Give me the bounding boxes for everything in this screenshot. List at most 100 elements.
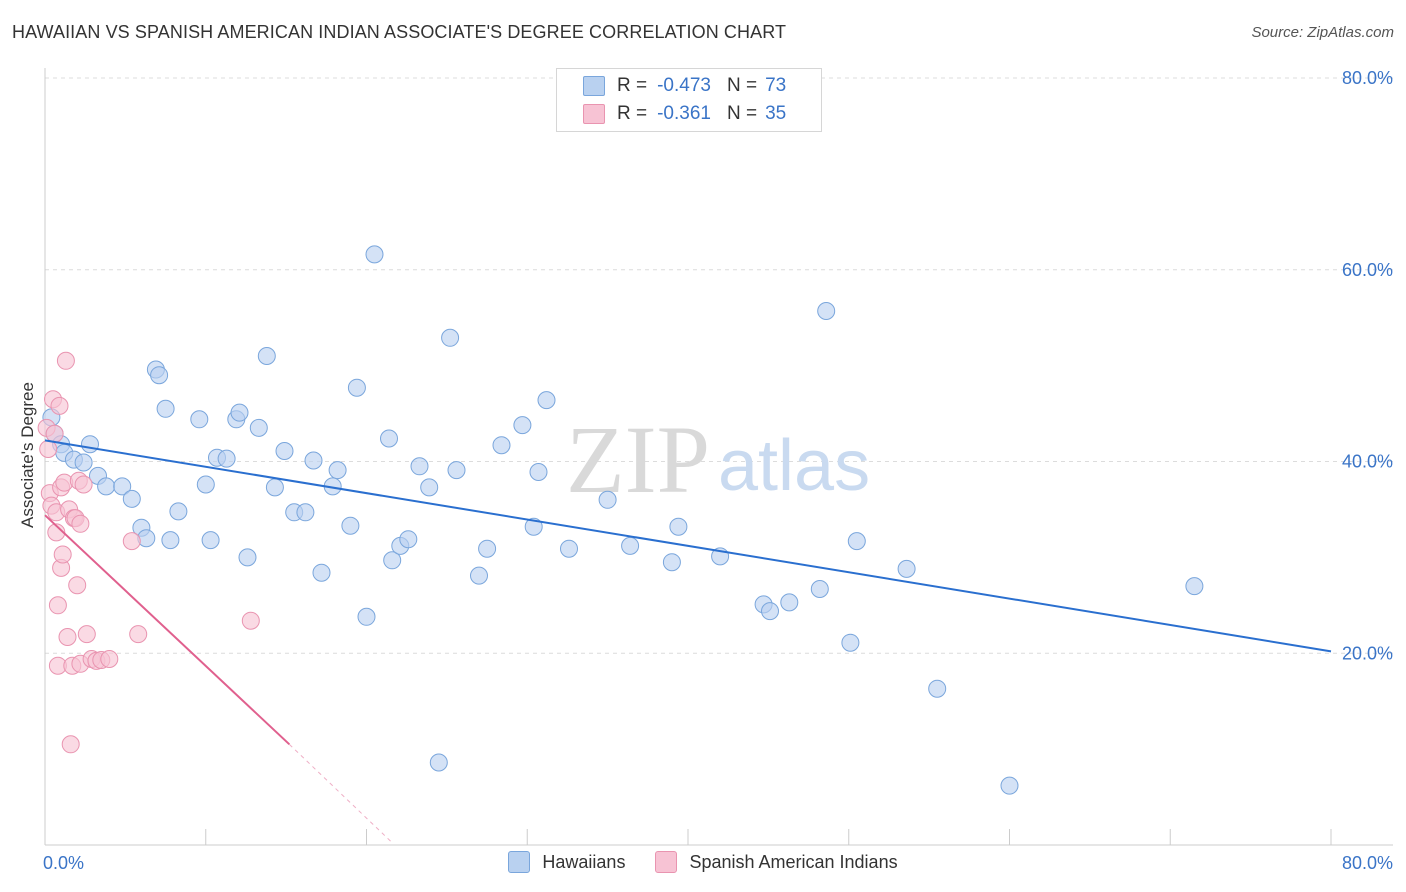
hawaiians-point: [74, 453, 93, 472]
legend-row-hawaiians: R = -0.473 N = 73: [557, 72, 786, 100]
hawaiians-point: [249, 418, 268, 437]
hawaiians-point: [380, 429, 398, 448]
y-tick-label: 60.0%: [1342, 260, 1393, 280]
hawaiians-point: [780, 593, 799, 612]
legend-r-value: -0.361: [657, 103, 711, 124]
x-tick-label: 0.0%: [43, 853, 84, 873]
hawaiians-point: [470, 566, 488, 585]
spanish-american-indians-point: [241, 611, 260, 630]
watermark-atlas: atlas: [718, 426, 870, 506]
hawaiians-point: [196, 475, 215, 494]
hawaiians-point: [113, 477, 132, 496]
spanish-american-indians-point: [50, 396, 69, 415]
hawaiians-point: [513, 416, 532, 435]
hawaiians-point: [810, 580, 829, 598]
hawaiians-point: [761, 602, 779, 621]
hawaiians-point: [169, 502, 188, 521]
hawaiians-point: [847, 532, 866, 551]
hawaiians-point: [275, 442, 294, 460]
hawaiians-point: [492, 436, 511, 455]
legend-r-label: R =: [617, 103, 648, 124]
legend-r-label: R =: [617, 75, 648, 96]
legend-n-label: N =: [726, 103, 758, 124]
spanish-american-indians-point: [74, 475, 93, 494]
spanish-american-indians-points: [37, 351, 260, 754]
hawaiians-point: [347, 378, 366, 397]
hawaiians-point: [529, 463, 548, 481]
spanish-american-indians-point: [122, 532, 141, 551]
spanish-american-indians-point: [58, 628, 77, 646]
hawaiians-point: [328, 461, 347, 480]
hawaiians-point: [478, 539, 497, 558]
spanish-american-indians-point: [56, 351, 75, 370]
legend-n-value: 73: [765, 75, 787, 96]
hawaiians-point: [190, 410, 209, 429]
hawaiians-trend-line: [44, 439, 1332, 653]
hawaiians-point: [257, 347, 276, 365]
hawaiians-point: [265, 478, 284, 497]
hawaiians-point: [441, 328, 460, 347]
spanish-american-indians-point: [39, 440, 58, 458]
hawaiians-point: [357, 607, 376, 626]
spanish-american-indians-point: [68, 576, 87, 595]
hawaiians-point: [560, 539, 578, 558]
hawaiians-point: [928, 679, 947, 698]
hawaiians-point: [161, 531, 180, 550]
hawaiians-point: [537, 391, 556, 410]
spanish-american-indians-legend-label: Spanish American Indians: [689, 851, 898, 872]
legend-row-spanish-american-indians: R = -0.361 N = 35: [557, 100, 786, 128]
hawaiians-point: [410, 457, 429, 476]
spanish-american-indians-point: [100, 650, 119, 668]
spanish-american-indians-point: [61, 735, 80, 754]
trend-lines: [44, 439, 1332, 842]
hawaiians-point: [429, 753, 448, 772]
hawaiians-point: [137, 529, 156, 548]
hawaiians-point: [1185, 577, 1204, 596]
grid-layer: [45, 77, 1393, 654]
spanish-american-indians-legend-swatch: [655, 851, 678, 873]
hawaiians-point: [598, 490, 617, 509]
hawaiians-point: [97, 477, 116, 496]
x-tick-label: 80.0%: [1342, 853, 1393, 873]
y-tick-label: 80.0%: [1342, 68, 1393, 88]
hawaiians-point: [621, 536, 640, 555]
hawaiians-point: [230, 403, 249, 422]
spanish-american-indians-point: [129, 625, 148, 644]
correlation-legend: R = -0.473 N = 73 R = -0.361 N = 35: [556, 68, 822, 132]
hawaiians-swatch: [583, 76, 605, 96]
y-tick-label: 40.0%: [1342, 452, 1393, 472]
hawaiians-legend-label: Hawaiians: [542, 851, 626, 872]
watermark-zip: ZIP: [566, 406, 710, 513]
series-legend: Hawaiians Spanish American Indians: [0, 851, 1406, 873]
hawaiians-point: [524, 517, 543, 536]
hawaiians-point: [817, 302, 836, 320]
spanish-american-indians-point: [45, 424, 64, 443]
legend-item-hawaiians[interactable]: Hawaiians: [508, 851, 625, 873]
hawaiians-point: [238, 548, 257, 567]
hawaiians-point: [304, 451, 323, 470]
spanish-american-indians-swatch: [583, 104, 605, 124]
hawaiians-point: [201, 531, 220, 550]
hawaiians-point: [841, 633, 860, 652]
spanish-american-indians-point: [71, 514, 90, 533]
chart-title: HAWAIIAN VS SPANISH AMERICAN INDIAN ASSO…: [12, 22, 787, 42]
hawaiians-point: [669, 517, 688, 536]
hawaiians-point: [365, 245, 384, 264]
hawaiians-point: [897, 559, 916, 578]
spanish-american-indians-point: [48, 596, 67, 615]
legend-item-spanish-american-indians[interactable]: Spanish American Indians: [655, 851, 898, 873]
hawaiians-point: [150, 366, 169, 385]
hawaiians-point: [156, 399, 175, 418]
spanish-american-indians-point: [77, 625, 96, 644]
hawaiians-point: [341, 516, 360, 535]
source-label: Source: ZipAtlas.com: [1251, 24, 1394, 41]
hawaiians-legend-swatch: [508, 851, 531, 873]
hawaiians-point: [447, 461, 466, 480]
legend-n-label: N =: [726, 75, 758, 96]
spanish-american-indians-trend-extension: [288, 743, 391, 842]
legend-n-value: 35: [765, 103, 787, 124]
hawaiians-point: [383, 551, 402, 570]
legend-r-value: -0.473: [657, 75, 711, 96]
spanish-american-indians-trend-line: [44, 514, 291, 746]
